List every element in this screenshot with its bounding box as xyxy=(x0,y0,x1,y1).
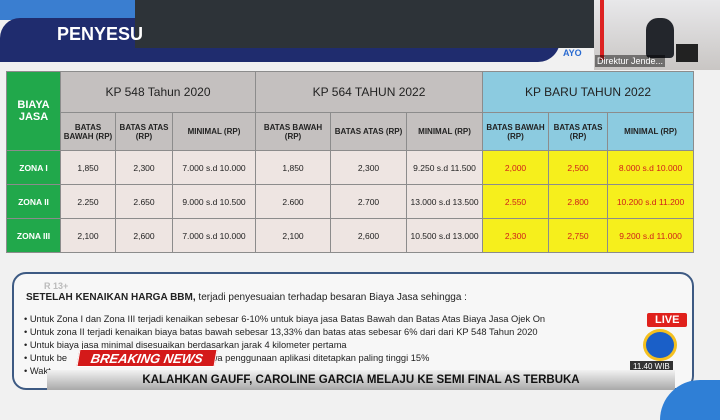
flag-icon xyxy=(600,0,604,60)
value-cell: 2,000 xyxy=(482,150,550,185)
value-cell: 8.000 s.d 10.000 xyxy=(607,150,695,185)
table-row: ZONA II 2.250 2.650 9.000 s.d 10.500 2.600 2.… xyxy=(6,184,695,219)
note-item: Untuk biaya jasa minimal disesuaikan ber… xyxy=(24,340,545,353)
value-cell: 2,300 xyxy=(115,150,173,185)
subheader: BATAS ATAS (RP) xyxy=(330,112,408,151)
value-cell: 10.200 s.d 11.200 xyxy=(607,184,695,219)
table-row: ZONA I 1,850 2,300 7.000 s.d 10.000 1,850 2,3… xyxy=(6,150,695,185)
value-cell: 1,850 xyxy=(255,150,332,185)
value-cell: 2.700 xyxy=(330,184,408,219)
row-header: BIAYA JASA xyxy=(6,71,61,151)
value-cell: 7.000 s.d 10.000 xyxy=(171,218,257,253)
monitor xyxy=(676,44,698,62)
value-cell: 2,100 xyxy=(255,218,332,253)
value-cell: 2,300 xyxy=(330,150,408,185)
value-cell: 13.000 s.d 13.500 xyxy=(406,184,484,219)
subheader: MINIMAL (RP) xyxy=(171,112,257,151)
subheader: MINIMAL (RP) xyxy=(406,112,484,151)
breaking-news-badge: BREAKING NEWS xyxy=(76,349,218,367)
value-cell: 2.550 xyxy=(482,184,550,219)
value-cell: 7.000 s.d 10.000 xyxy=(171,150,257,185)
zone-label: ZONA I xyxy=(6,150,61,185)
subheader: BATAS BAWAH (RP) xyxy=(255,112,332,151)
group-header: KP 564 TAHUN 2022 xyxy=(255,71,484,113)
value-cell: 9.000 s.d 10.500 xyxy=(171,184,257,219)
live-badge: LIVE xyxy=(647,313,688,327)
intro-text: terjadi penyesuaian terhadap besaran Bia… xyxy=(195,292,467,303)
value-cell: 9.250 s.d 11.500 xyxy=(406,150,484,185)
subheader: MINIMAL (RP) xyxy=(607,112,695,151)
slide-title: PENYESU xyxy=(57,24,144,44)
slide-header: PENYESU xyxy=(0,0,720,62)
value-cell: 2,600 xyxy=(115,218,173,253)
subheader: BATAS BAWAH (RP) xyxy=(60,112,116,151)
notes-intro: SETELAH KENAIKAN HARGA BBM, terjadi peny… xyxy=(26,292,467,303)
subheader: BATAS ATAS (RP) xyxy=(115,112,173,151)
news-ticker: KALAHKAN GAUFF, CAROLINE GARCIA MELAJU K… xyxy=(47,370,675,390)
table-row: ZONA III 2,100 2,600 7.000 s.d 10.000 2,100 2… xyxy=(6,218,695,253)
participant-label: Direktur Jende... xyxy=(595,55,666,67)
broadcast-time: 11.40 WIB xyxy=(630,361,673,372)
participant-video xyxy=(646,18,674,58)
value-cell: 10.500 s.d 13.000 xyxy=(406,218,484,253)
group-header: KP BARU TAHUN 2022 xyxy=(482,71,695,113)
value-cell: 2.800 xyxy=(548,184,609,219)
value-cell: 2,750 xyxy=(548,218,609,253)
note-item: Wakt xyxy=(24,366,545,379)
value-cell: 2,600 xyxy=(330,218,408,253)
value-cell: 2.250 xyxy=(60,184,116,219)
intro-bold: SETELAH KENAIKAN HARGA BBM, xyxy=(26,292,196,303)
zone-label: ZONA III xyxy=(6,218,61,253)
video-call-thumbnail[interactable]: Direktur Jende... xyxy=(594,0,720,70)
value-cell: 2,500 xyxy=(548,150,609,185)
tariff-table: BIAYA JASA KP 548 Tahun 2020 KP 564 TAHU… xyxy=(6,71,695,253)
value-cell: 9.200 s.d 11.000 xyxy=(607,218,695,253)
value-cell: 2,100 xyxy=(60,218,116,253)
note-item: Untuk zona II terjadi kenaikan biaya bat… xyxy=(24,327,545,340)
value-cell: 2.600 xyxy=(255,184,332,219)
value-cell: 2,300 xyxy=(482,218,550,253)
subheader: BATAS BAWAH (RP) xyxy=(482,112,550,151)
zone-label: ZONA II xyxy=(6,184,61,219)
note-item: Untuk Zona I dan Zona III terjadi kenaik… xyxy=(24,314,545,327)
value-cell: 2.650 xyxy=(115,184,173,219)
value-cell: 1,850 xyxy=(60,150,116,185)
tagline: AYO xyxy=(563,48,582,58)
header-accent xyxy=(0,0,135,20)
rating-watermark: R 13+ xyxy=(44,281,69,291)
subheader: BATAS ATAS (RP) xyxy=(548,112,609,151)
screen-overlay xyxy=(135,0,595,48)
group-header: KP 548 Tahun 2020 xyxy=(59,71,257,113)
channel-logo-icon xyxy=(643,329,677,361)
